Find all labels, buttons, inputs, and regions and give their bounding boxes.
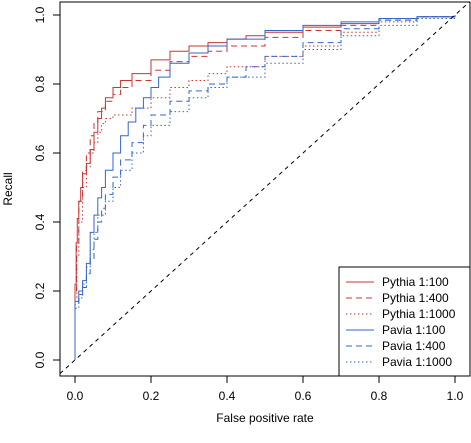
legend-label: Pythia 1:400 [382,291,449,305]
x-tick-label: 0.0 [67,389,84,403]
x-tick-label: 0.6 [295,389,312,403]
legend-label: Pythia 1:100 [382,275,449,289]
series-line-2 [74,15,456,360]
y-tick-label: 0.4 [33,213,47,230]
legend: Pythia 1:100 Pythia 1:400 Pythia 1:1000 Pav… [338,266,471,377]
x-axis-label: False positive rate [216,411,314,425]
y-tick-label: 0.2 [33,282,47,299]
x-tick-label: 1.0 [447,389,464,403]
curves-layer [74,15,456,360]
y-tick-label: 0.8 [33,75,47,92]
x-tick-label: 0.2 [143,389,160,403]
legend-label: Pavia 1:400 [382,339,446,353]
legend-box [338,266,471,377]
y-axis: 0.0 0.2 0.4 0.6 0.8 1.0 [33,6,61,368]
series-line-1 [74,15,456,360]
y-axis-label: Recall [1,172,15,205]
y-tick-label: 1.0 [33,6,47,23]
series-line-6 [74,15,456,360]
x-axis: 0.0 0.2 0.4 0.6 0.8 1.0 [67,375,464,403]
y-tick-label: 0.0 [33,351,47,368]
y-tick-label: 0.6 [33,144,47,161]
series-line-4 [74,15,456,360]
legend-label: Pythia 1:1000 [382,307,456,321]
series-line-5 [74,15,456,360]
legend-label: Pavia 1:1000 [382,355,452,369]
x-tick-label: 0.4 [219,389,236,403]
series-line-3 [74,15,456,360]
x-tick-label: 0.8 [371,389,388,403]
legend-label: Pavia 1:100 [382,323,446,337]
